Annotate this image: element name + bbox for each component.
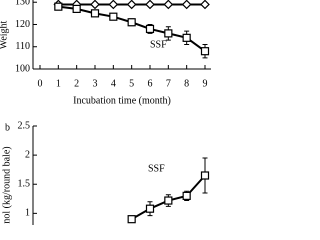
x-tick-label: 1 bbox=[56, 78, 61, 89]
x-tick-label: 6 bbox=[148, 78, 153, 89]
marker bbox=[127, 215, 136, 224]
x-tick-label: 4 bbox=[111, 78, 116, 89]
marker bbox=[164, 29, 173, 38]
marker bbox=[72, 4, 81, 14]
marker bbox=[90, 9, 100, 18]
marker bbox=[164, 196, 173, 205]
y-tick-label: 1 bbox=[25, 208, 30, 219]
marker bbox=[108, 0, 119, 10]
annotation: SSF bbox=[150, 39, 167, 50]
annotation: SSF bbox=[148, 163, 165, 174]
x-tick-label: 3 bbox=[93, 78, 98, 89]
y-tick-label: 100 bbox=[15, 63, 30, 74]
page: {"chart_data": [ {"type": "line", "y_lab… bbox=[0, 0, 211, 225]
marker bbox=[54, 2, 63, 11]
marker bbox=[145, 204, 155, 213]
x-tick-label: 9 bbox=[203, 78, 208, 89]
marker bbox=[182, 33, 191, 42]
marker bbox=[126, 0, 137, 10]
marker bbox=[200, 0, 210, 10]
x-tick-label: 7 bbox=[166, 78, 171, 89]
series-line bbox=[58, 5, 206, 53]
marker bbox=[181, 0, 192, 10]
y-tick-label: 130 bbox=[15, 0, 30, 8]
y-axis-title: Weight bbox=[0, 20, 9, 49]
marker bbox=[200, 171, 210, 180]
marker bbox=[90, 0, 100, 10]
marker bbox=[145, 0, 155, 10]
marker bbox=[109, 12, 118, 21]
y-tick-label: 1.5 bbox=[18, 179, 31, 190]
y-axis-title: nol (kg/round bale) bbox=[1, 146, 12, 223]
x-tick-label: 0 bbox=[38, 78, 43, 89]
y-tick-label: 120 bbox=[15, 19, 30, 30]
y-tick-label: 2 bbox=[25, 149, 30, 160]
panel-label: b bbox=[5, 122, 10, 133]
x-axis-title: Incubation time (month) bbox=[73, 95, 171, 106]
marker bbox=[145, 24, 155, 34]
y-tick-label: 110 bbox=[15, 41, 30, 52]
x-tick-label: 5 bbox=[129, 78, 134, 89]
marker bbox=[163, 0, 174, 10]
marker bbox=[182, 191, 191, 200]
x-tick-label: 2 bbox=[74, 78, 79, 89]
marker bbox=[200, 47, 210, 56]
marker bbox=[127, 18, 136, 27]
y-tick-label: 2.5 bbox=[18, 120, 31, 131]
x-tick-label: 8 bbox=[184, 78, 189, 89]
chart: Weight Incubation time (month) SSF b nol… bbox=[0, 0, 211, 225]
